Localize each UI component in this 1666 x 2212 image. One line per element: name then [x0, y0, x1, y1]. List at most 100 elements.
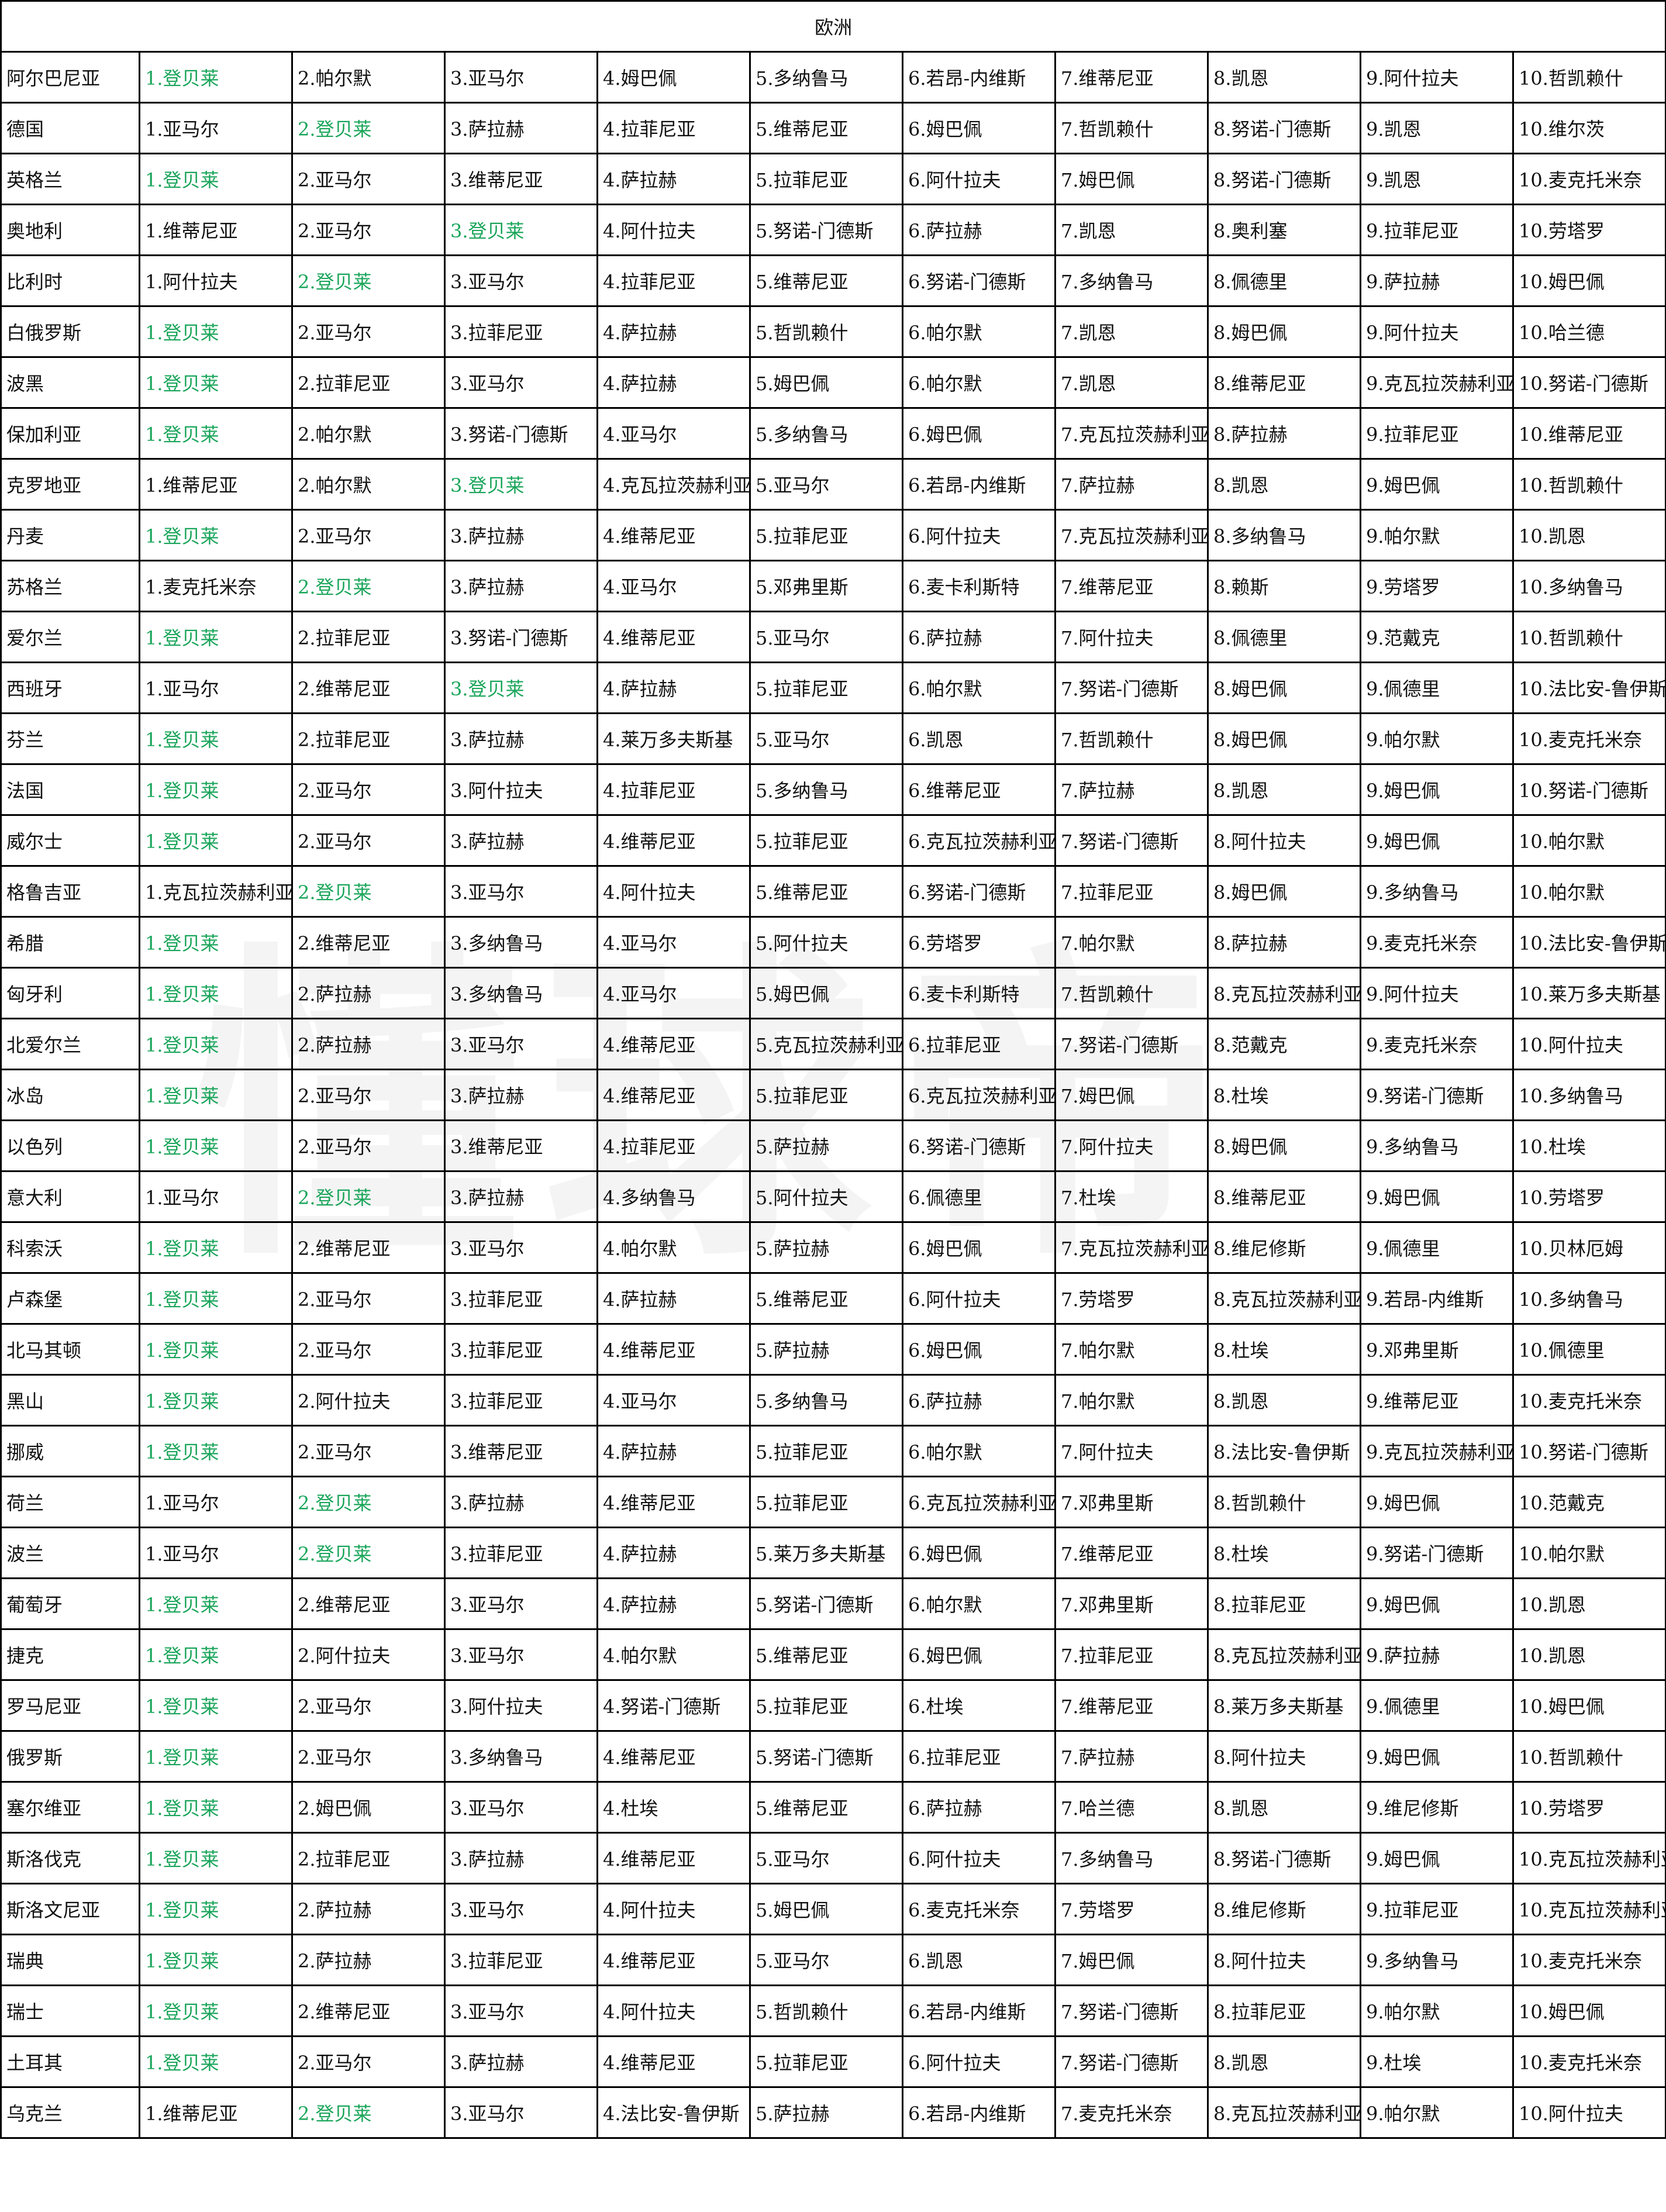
- player-rank-cell: 9.帕尔默: [1360, 2086, 1514, 2139]
- player-rank-cell: 2.亚马尔: [291, 153, 446, 205]
- player-rank-cell: 6.姆巴佩: [902, 1628, 1056, 1681]
- table-row: 丹麦 1.登贝莱 2.亚马尔 3.萨拉赫 4.维蒂尼亚 5.拉菲尼亚 6.阿什拉夫 7.克瓦拉…: [0, 509, 1666, 561]
- country-cell: 爱尔兰: [0, 611, 140, 663]
- player-rank-cell: 2.亚马尔: [291, 509, 446, 561]
- player-rank-cell: 8.努诺-门德斯: [1207, 153, 1361, 205]
- player-rank-cell: 10.麦克托米奈: [1512, 153, 1666, 205]
- country-cell: 比利时: [0, 254, 140, 307]
- country-cell: 瑞士: [0, 1984, 140, 2037]
- player-rank-cell: 9.凯恩: [1360, 153, 1514, 205]
- country-cell: 奥地利: [0, 204, 140, 256]
- player-rank-cell: 10.范戴克: [1512, 1476, 1666, 1528]
- player-rank-cell: 4.维蒂尼亚: [596, 814, 751, 867]
- player-rank-cell: 5.努诺-门德斯: [749, 204, 903, 256]
- player-rank-cell: 10.多纳鲁马: [1512, 1272, 1666, 1325]
- player-rank-cell: 7.维蒂尼亚: [1054, 51, 1209, 104]
- player-rank-cell: 1.阿什拉夫: [139, 254, 293, 307]
- country-cell: 乌克兰: [0, 2086, 140, 2139]
- player-rank-cell: 6.阿什拉夫: [902, 153, 1056, 205]
- player-rank-cell: 2.亚马尔: [291, 1119, 446, 1172]
- player-rank-cell: 4.萨拉赫: [596, 1272, 751, 1325]
- player-rank-cell: 10.帕尔默: [1512, 865, 1666, 918]
- country-cell: 匈牙利: [0, 967, 140, 1019]
- player-rank-cell: 7.凯恩: [1054, 305, 1209, 358]
- player-rank-cell: 7.劳塔罗: [1054, 1883, 1209, 1935]
- player-rank-cell: 1.登贝莱: [139, 407, 293, 460]
- player-rank-cell: 2.亚马尔: [291, 1069, 446, 1121]
- player-rank-cell: 10.凯恩: [1512, 1577, 1666, 1630]
- player-rank-cell: 8.法比安-鲁伊斯: [1207, 1425, 1361, 1477]
- player-rank-cell: 1.麦克托米奈: [139, 560, 293, 612]
- player-rank-cell: 4.萨拉赫: [596, 153, 751, 205]
- player-rank-cell: 3.亚马尔: [444, 1984, 598, 2037]
- player-rank-cell: 8.姆巴佩: [1207, 661, 1361, 714]
- player-rank-cell: 7.维蒂尼亚: [1054, 1679, 1209, 1732]
- player-rank-cell: 7.拉菲尼亚: [1054, 1628, 1209, 1681]
- player-rank-cell: 1.登贝莱: [139, 356, 293, 409]
- player-rank-cell: 5.克瓦拉茨赫利亚: [749, 1018, 903, 1070]
- player-rank-cell: 3.多纳鲁马: [444, 1730, 598, 1783]
- player-rank-cell: 7.维蒂尼亚: [1054, 1527, 1209, 1579]
- player-rank-cell: 8.杜埃: [1207, 1069, 1361, 1121]
- player-rank-cell: 10.努诺-门德斯: [1512, 1425, 1666, 1477]
- player-rank-cell: 2.帕尔默: [291, 407, 446, 460]
- player-rank-cell: 9.佩德里: [1360, 1221, 1514, 1274]
- player-rank-cell: 2.亚马尔: [291, 1730, 446, 1783]
- country-cell: 德国: [0, 102, 140, 154]
- country-cell: 俄罗斯: [0, 1730, 140, 1783]
- player-rank-cell: 2.帕尔默: [291, 51, 446, 104]
- table-row: 白俄罗斯 1.登贝莱 2.亚马尔 3.拉菲尼亚 4.萨拉赫 5.哲凯赖什 6.帕尔默 7.凯恩…: [0, 305, 1666, 358]
- player-rank-cell: 7.姆巴佩: [1054, 1069, 1209, 1121]
- player-rank-cell: 2.萨拉赫: [291, 967, 446, 1019]
- player-rank-cell: 1.登贝莱: [139, 1425, 293, 1477]
- player-rank-cell: 4.维蒂尼亚: [596, 1476, 751, 1528]
- player-rank-cell: 2.亚马尔: [291, 204, 446, 256]
- country-cell: 挪威: [0, 1425, 140, 1477]
- player-rank-cell: 8.杜埃: [1207, 1323, 1361, 1376]
- player-rank-cell: 3.萨拉赫: [444, 1832, 598, 1884]
- country-cell: 苏格兰: [0, 560, 140, 612]
- player-rank-cell: 7.努诺-门德斯: [1054, 1018, 1209, 1070]
- player-rank-cell: 5.多纳鲁马: [749, 51, 903, 104]
- player-rank-cell: 4.拉菲尼亚: [596, 102, 751, 154]
- table-row: 德国 1.亚马尔 2.登贝莱 3.萨拉赫 4.拉菲尼亚 5.维蒂尼亚 6.姆巴佩 7.哲凯赖什…: [0, 102, 1666, 154]
- table-row: 格鲁吉亚 1.克瓦拉茨赫利亚 2.登贝莱 3.亚马尔 4.阿什拉夫 5.维蒂尼亚 6.努诺-…: [0, 865, 1666, 918]
- country-cell: 丹麦: [0, 509, 140, 561]
- player-rank-cell: 6.麦卡利斯特: [902, 560, 1056, 612]
- player-rank-cell: 4.维蒂尼亚: [596, 2035, 751, 2088]
- player-rank-cell: 3.萨拉赫: [444, 102, 598, 154]
- player-rank-cell: 1.登贝莱: [139, 1679, 293, 1732]
- player-rank-cell: 7.萨拉赫: [1054, 763, 1209, 816]
- player-rank-cell: 5.维蒂尼亚: [749, 254, 903, 307]
- player-rank-cell: 1.登贝莱: [139, 51, 293, 104]
- player-rank-cell: 10.努诺-门德斯: [1512, 763, 1666, 816]
- country-cell: 卢森堡: [0, 1272, 140, 1325]
- country-cell: 威尔士: [0, 814, 140, 867]
- country-cell: 克罗地亚: [0, 458, 140, 511]
- player-rank-cell: 9.维蒂尼亚: [1360, 1374, 1514, 1427]
- player-rank-cell: 5.亚马尔: [749, 611, 903, 663]
- table-row: 法国 1.登贝莱 2.亚马尔 3.阿什拉夫 4.拉菲尼亚 5.多纳鲁马 6.维蒂尼亚 7.萨拉…: [0, 763, 1666, 816]
- player-rank-cell: 10.麦克托米奈: [1512, 1374, 1666, 1427]
- player-rank-cell: 8.萨拉赫: [1207, 407, 1361, 460]
- table-row: 爱尔兰 1.登贝莱 2.拉菲尼亚 3.努诺-门德斯 4.维蒂尼亚 5.亚马尔 6.萨拉赫 7.…: [0, 611, 1666, 663]
- player-rank-cell: 8.克瓦拉茨赫利亚: [1207, 1628, 1361, 1681]
- player-rank-cell: 3.亚马尔: [444, 1018, 598, 1070]
- table-row: 匈牙利 1.登贝莱 2.萨拉赫 3.多纳鲁马 4.亚马尔 5.姆巴佩 6.麦卡利斯特 7.哲凯…: [0, 967, 1666, 1019]
- player-rank-cell: 6.努诺-门德斯: [902, 1119, 1056, 1172]
- player-rank-cell: 10.多纳鲁马: [1512, 560, 1666, 612]
- table-header-row: 欧洲: [0, 0, 1666, 53]
- player-rank-cell: 10.哈兰德: [1512, 305, 1666, 358]
- player-rank-cell: 7.萨拉赫: [1054, 1730, 1209, 1783]
- player-rank-cell: 4.拉菲尼亚: [596, 254, 751, 307]
- player-rank-cell: 5.多纳鲁马: [749, 407, 903, 460]
- player-rank-cell: 1.登贝莱: [139, 967, 293, 1019]
- player-rank-cell: 10.法比安-鲁伊斯: [1512, 916, 1666, 969]
- player-rank-cell: 5.亚马尔: [749, 712, 903, 765]
- player-rank-cell: 9.姆巴佩: [1360, 1730, 1514, 1783]
- player-rank-cell: 7.麦克托米奈: [1054, 2086, 1209, 2139]
- table-row: 黑山 1.登贝莱 2.阿什拉夫 3.拉菲尼亚 4.亚马尔 5.多纳鲁马 6.萨拉赫 7.帕尔默…: [0, 1374, 1666, 1427]
- table-row: 塞尔维亚 1.登贝莱 2.姆巴佩 3.亚马尔 4.杜埃 5.维蒂尼亚 6.萨拉赫 7.哈兰德 8…: [0, 1781, 1666, 1834]
- player-rank-cell: 8.克瓦拉茨赫利亚: [1207, 967, 1361, 1019]
- player-rank-cell: 6.维蒂尼亚: [902, 763, 1056, 816]
